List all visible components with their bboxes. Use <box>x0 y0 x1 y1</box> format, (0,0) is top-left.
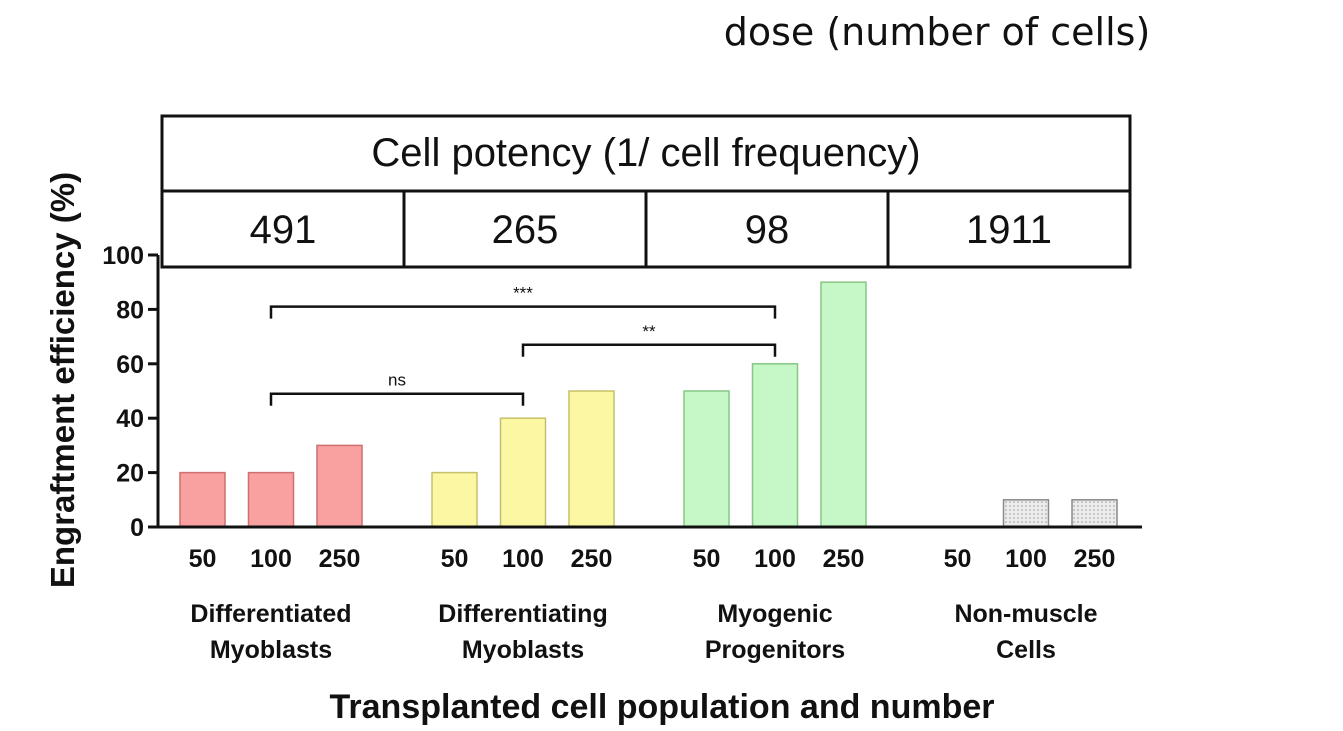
significance-bracket <box>269 305 777 319</box>
x-tick-label: 100 <box>502 545 544 573</box>
x-tick-label: 250 <box>571 545 613 573</box>
bar <box>751 363 799 528</box>
y-axis: 0 20 40 60 80 100 <box>102 242 160 542</box>
bar <box>179 471 226 528</box>
bar <box>568 390 615 528</box>
group-label: Cells <box>996 636 1056 664</box>
y-tick-label: 100 <box>102 242 144 270</box>
potency-table-header: Cell potency (1/ cell frequency) <box>371 131 920 175</box>
potency-value-4: 1911 <box>966 208 1052 252</box>
x-axis: 50 100 250 Differentiated Myoblasts 50 100 250 D… <box>158 525 1142 664</box>
bar <box>499 417 547 528</box>
significance-label: *** <box>513 284 533 303</box>
significance-bracket <box>521 343 777 357</box>
x-tick-label: 100 <box>250 545 292 573</box>
group-label: Non-muscle <box>954 600 1097 628</box>
bar <box>820 281 867 528</box>
group-label: Progenitors <box>705 636 845 664</box>
y-tick-label: 80 <box>116 296 144 324</box>
bar <box>683 390 730 528</box>
x-tick-label: 50 <box>441 545 469 573</box>
significance-label: ns <box>388 371 406 390</box>
x-tick-label: 250 <box>823 545 865 573</box>
bar <box>316 444 363 528</box>
potency-value-3: 98 <box>745 208 790 252</box>
x-tick-label: 250 <box>319 545 361 573</box>
y-tick-label: 60 <box>116 351 144 379</box>
bar <box>247 471 295 528</box>
group-label: Myogenic <box>717 600 832 628</box>
x-axis-label: Transplanted cell population and number <box>330 688 995 726</box>
bar <box>1002 499 1050 528</box>
y-tick-label: 40 <box>116 405 144 433</box>
significance-bracket <box>269 392 525 406</box>
x-tick-label: 50 <box>693 545 721 573</box>
x-tick-label: 50 <box>944 545 972 573</box>
bar <box>1071 499 1118 528</box>
significance-brackets: *****ns <box>269 284 777 406</box>
bars <box>179 281 1118 528</box>
significance-label: ** <box>642 322 656 341</box>
x-tick-label: 250 <box>1074 545 1116 573</box>
potency-value-1: 491 <box>250 208 317 252</box>
x-tick-label: 100 <box>1005 545 1047 573</box>
potency-table: Cell potency (1/ cell frequency) 491 265… <box>160 114 1132 269</box>
potency-value-2: 265 <box>492 208 559 252</box>
y-tick-label: 0 <box>130 514 144 542</box>
y-axis-label: Engraftment efficiency (%) <box>44 172 81 588</box>
bar <box>431 471 478 528</box>
group-label: Differentiated <box>190 600 351 628</box>
group-label: Myoblasts <box>210 636 332 664</box>
x-tick-label: 50 <box>189 545 217 573</box>
y-tick-label: 20 <box>116 460 144 488</box>
dose-title: dose (number of cells) <box>724 10 1151 54</box>
group-label: Myoblasts <box>462 636 584 664</box>
group-label: Differentiating <box>438 600 607 628</box>
x-tick-label: 100 <box>754 545 796 573</box>
